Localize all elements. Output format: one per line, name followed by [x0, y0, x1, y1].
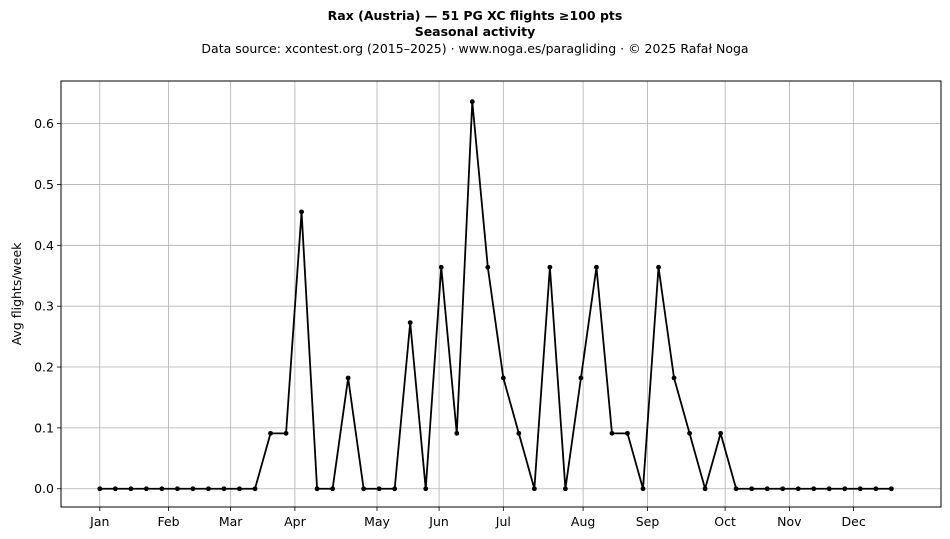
data-point	[811, 486, 817, 492]
series-layer	[97, 99, 894, 492]
x-tick-label: Sep	[636, 514, 660, 529]
data-point	[594, 264, 599, 270]
data-point	[873, 486, 879, 492]
data-point	[485, 264, 491, 270]
x-tick-label: Oct	[714, 514, 736, 529]
data-point	[376, 486, 382, 492]
x-tick-label: Jun	[428, 514, 449, 529]
y-tick-label: 0.6	[34, 116, 54, 131]
data-point	[252, 486, 258, 492]
y-tick-label: 0.5	[34, 177, 54, 192]
data-point	[826, 486, 832, 492]
y-axis-label: Avg flights/week	[9, 242, 24, 346]
x-tick-label: Dec	[842, 514, 866, 529]
data-point	[299, 209, 304, 215]
chart-title: Rax (Austria) — 51 PG XC flights ≥100 pt…	[327, 8, 623, 23]
data-point	[143, 486, 149, 492]
data-point	[749, 486, 755, 492]
series-line	[99, 100, 892, 490]
x-tick-label: Aug	[571, 514, 595, 529]
data-point	[190, 486, 196, 492]
y-tick-label: 0.4	[34, 238, 54, 253]
data-point	[609, 430, 615, 436]
data-point	[578, 375, 584, 381]
data-point	[625, 430, 630, 436]
data-point	[268, 430, 273, 436]
data-point	[671, 375, 677, 381]
x-tick-label: Jan	[89, 514, 109, 529]
y-tick-label: 0.3	[34, 299, 54, 314]
y-tick-label: 0.2	[34, 360, 54, 375]
x-tick-label: May	[364, 514, 390, 529]
data-point	[97, 486, 103, 492]
data-point	[112, 486, 118, 492]
data-point	[516, 430, 522, 436]
axis-ticks: Jan Feb Mar Apr May Jun Jul Aug Sep Oct Nov Dec 0.0 0…	[34, 116, 866, 529]
data-point	[361, 486, 367, 492]
data-point	[454, 430, 460, 436]
data-point	[733, 486, 739, 492]
data-point	[438, 264, 444, 270]
data-point	[392, 486, 398, 492]
data-point	[237, 486, 242, 492]
x-tick-label: Nov	[777, 514, 802, 529]
data-point	[206, 486, 211, 492]
data-point	[795, 486, 801, 492]
x-tick-label: Jul	[495, 514, 511, 529]
chart-titles: Rax (Austria) — 51 PG XC flights ≥100 pt…	[0, 8, 950, 58]
chart-subtitle: Seasonal activity	[414, 24, 536, 39]
chart-source-note: Data source: xcontest.org (2015–2025) · …	[201, 41, 749, 56]
x-tick-label: Feb	[157, 514, 179, 529]
data-point	[314, 486, 320, 492]
grid-lines	[61, 81, 941, 507]
plot-frame	[60, 80, 942, 508]
data-point	[718, 430, 724, 436]
data-point	[702, 486, 708, 492]
data-point	[407, 320, 413, 326]
data-point	[888, 486, 894, 492]
x-tick-label: Mar	[219, 514, 243, 529]
data-point	[423, 486, 429, 492]
data-point	[283, 430, 289, 436]
data-point	[764, 486, 770, 492]
y-tick-label: 0.0	[34, 481, 54, 496]
data-point	[842, 486, 848, 492]
data-point	[547, 264, 553, 270]
data-point	[531, 486, 537, 492]
data-point	[780, 486, 786, 492]
data-point	[563, 486, 568, 492]
data-point	[500, 375, 506, 381]
data-point	[221, 486, 227, 492]
data-point	[857, 486, 863, 492]
x-tick-label: Apr	[284, 514, 306, 529]
data-point	[656, 264, 661, 270]
data-point	[345, 375, 351, 381]
data-point	[128, 486, 134, 492]
data-point	[330, 486, 336, 492]
data-point	[469, 99, 475, 105]
data-point	[175, 486, 180, 492]
y-tick-label: 0.1	[34, 420, 54, 435]
data-point	[687, 430, 692, 436]
data-point	[640, 486, 646, 492]
data-point	[159, 486, 165, 492]
